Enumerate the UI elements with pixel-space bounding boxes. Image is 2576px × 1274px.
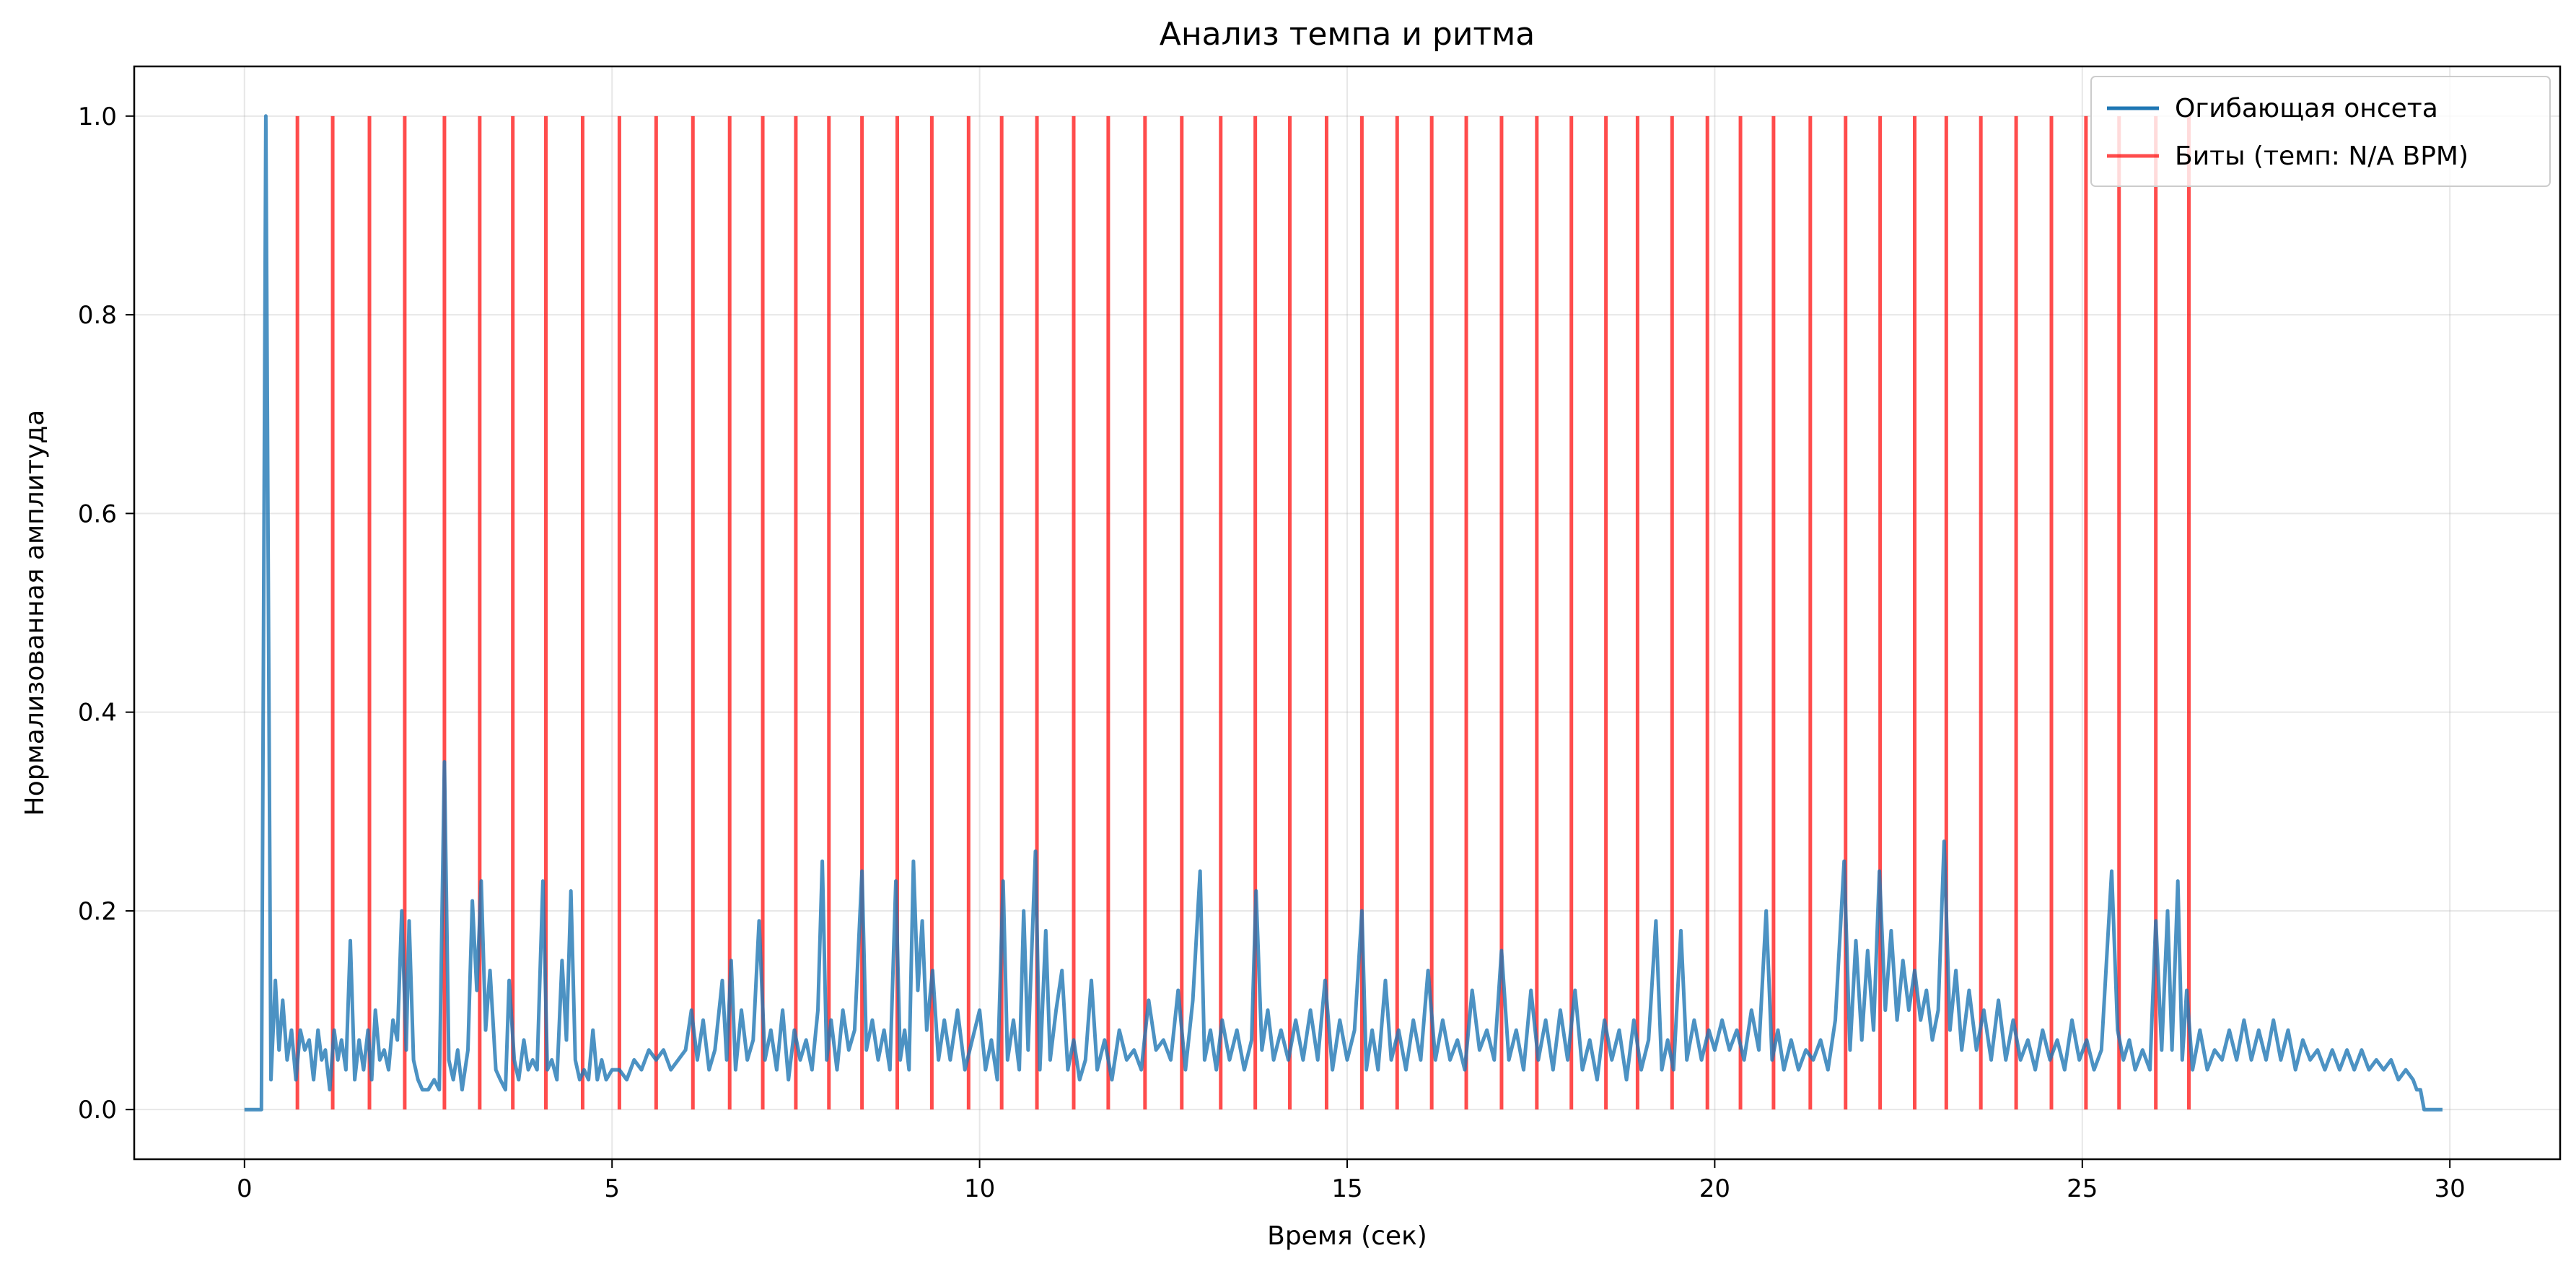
x-tick-label-6: 30 (2435, 1174, 2466, 1203)
y-tick-label-1: 0.2 (78, 897, 117, 926)
y-tick-label-2: 0.4 (78, 699, 117, 728)
grid (134, 66, 2560, 1159)
series-line-envelope (244, 114, 2443, 1112)
x-tick-label-1: 5 (604, 1174, 620, 1203)
y-axis-label: Нормализованная амплитуда (20, 410, 50, 816)
legend: Огибающая онсета Биты (темп: N/A BPM) (2090, 76, 2551, 187)
legend-label-beats: Биты (темп: N/A BPM) (2175, 141, 2468, 171)
x-tick-label-3: 15 (1331, 1174, 1362, 1203)
x-tick-label-4: 20 (1699, 1174, 1730, 1203)
y-tick-label-4: 0.8 (78, 301, 117, 330)
x-tick-label-2: 10 (964, 1174, 995, 1203)
y-tick-label-3: 0.6 (78, 499, 117, 528)
x-tick-label-5: 25 (2067, 1174, 2098, 1203)
legend-box (2090, 76, 2551, 187)
x-axis-label: Время (сек) (1267, 1221, 1427, 1251)
legend-label-envelope: Огибающая онсета (2175, 94, 2438, 123)
y-tick-label-0: 0.0 (78, 1096, 117, 1125)
axis-ticks: 0 5 10 15 20 25 30 0.0 0.2 0.4 0.6 0.8 1.0 (78, 102, 2466, 1203)
y-tick-label-5: 1.0 (78, 102, 117, 131)
beat-lines (295, 115, 2191, 1110)
x-tick-label-0: 0 (237, 1174, 253, 1203)
chart-title: Анализ темпа и ритма (1160, 16, 1535, 53)
